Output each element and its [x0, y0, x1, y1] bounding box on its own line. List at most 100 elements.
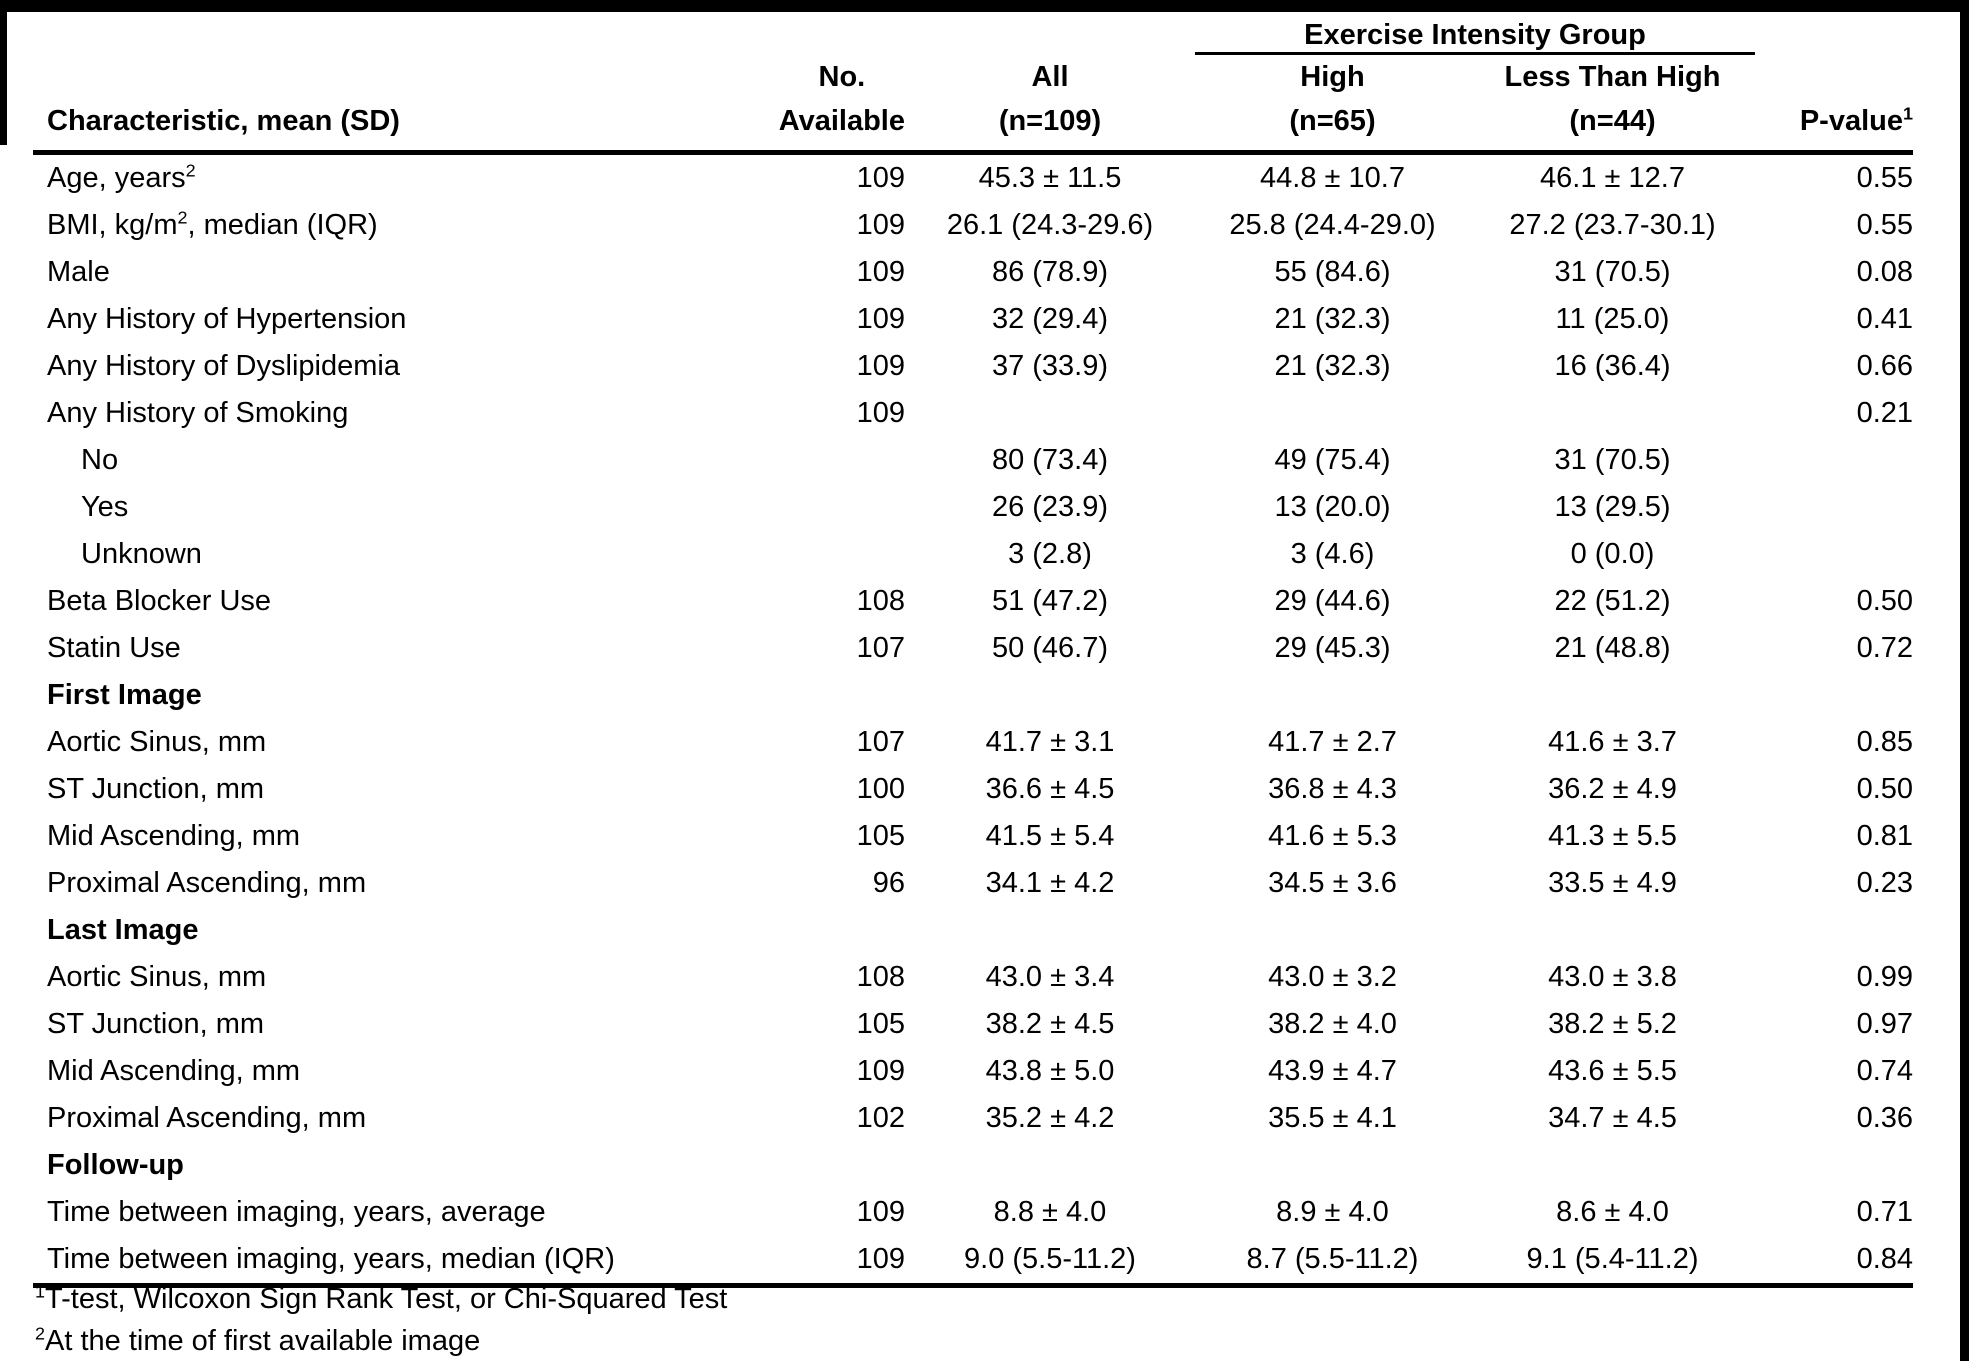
cell-characteristic: Any History of Dyslipidemia: [47, 350, 400, 382]
col-header-less-than-high-label: Less Than High (n=44): [1504, 61, 1721, 137]
table-row: Mid Ascending, mm 109 43.8 ± 5.0 43.9 ± 4.7…: [33, 1048, 1913, 1095]
cell-less-than-high: 31 (70.5): [1554, 444, 1671, 476]
cell-characteristic: Beta Blocker Use: [47, 585, 272, 617]
cell-less-than-high: 22 (51.2): [1554, 585, 1671, 617]
group-header-row: Exercise Intensity Group: [33, 12, 1913, 55]
table-row: Any History of Hypertension 109 32 (29.4) 2…: [33, 296, 1913, 343]
cell-less-than-high: 33.5 ± 4.9: [1548, 867, 1677, 899]
cell-all: 86 (78.9): [991, 256, 1109, 288]
cell-less-than-high: 41.6 ± 3.7: [1548, 726, 1677, 758]
cell-all: 32 (29.4): [991, 303, 1109, 335]
cell-no-available: 109: [856, 350, 905, 382]
cell-high: 43.0 ± 3.2: [1268, 961, 1397, 993]
table-section-row: Last Image: [33, 907, 1913, 954]
cell-p-value: [1755, 672, 1913, 719]
col-header-p-value: P-value1: [1755, 53, 1914, 155]
cell-p-value: [1755, 1142, 1913, 1189]
cell-p-value: 0.55: [1856, 209, 1914, 241]
cell-characteristic: Statin Use: [47, 632, 181, 664]
cell-high: 8.9 ± 4.0: [1276, 1196, 1389, 1228]
cell-all: 38.2 ± 4.5: [985, 1008, 1115, 1040]
table-row: ST Junction, mm 105 38.2 ± 4.5 38.2 ± 4.0 38…: [33, 1001, 1913, 1048]
table-row: Male 109 86 (78.9) 55 (84.6) 31 (70.5) 0.08: [33, 249, 1913, 296]
cell-high: [1195, 1142, 1470, 1189]
cell-less-than-high: 36.2 ± 4.9: [1548, 773, 1677, 805]
table-header: Exercise Intensity Group Characteristic,…: [33, 12, 1914, 155]
cell-characteristic: Male: [47, 256, 110, 288]
cell-less-than-high: 21 (48.8): [1554, 632, 1671, 664]
table-row: Aortic Sinus, mm 107 41.7 ± 3.1 41.7 ± 2.7 4…: [33, 719, 1913, 766]
cell-characteristic: First Image: [47, 679, 202, 711]
cell-p-value: 0.66: [1856, 350, 1914, 382]
cell-less-than-high: 43.0 ± 3.8: [1548, 961, 1677, 993]
cell-p-value: [1755, 437, 1913, 484]
cell-all: 8.8 ± 4.0: [993, 1196, 1107, 1228]
table-row: Time between imaging, years, average 109 8…: [33, 1189, 1913, 1236]
cell-less-than-high: 41.3 ± 5.5: [1548, 820, 1677, 852]
cell-no-available: 109: [856, 303, 905, 335]
cell-no-available: [715, 1142, 905, 1189]
table-row: Aortic Sinus, mm 108 43.0 ± 3.4 43.0 ± 3.2 4…: [33, 954, 1913, 1001]
cell-high: 29 (45.3): [1274, 632, 1391, 664]
cell-high: 34.5 ± 3.6: [1268, 867, 1397, 899]
cell-characteristic: Yes: [81, 491, 129, 523]
cell-all: 3 (2.8): [1008, 538, 1092, 570]
cell-all: [905, 1142, 1195, 1189]
cell-no-available: [715, 531, 905, 578]
cell-p-value: 0.84: [1755, 1236, 1914, 1288]
col-header-high: High (n=65): [1195, 53, 1470, 155]
cell-high: 44.8 ± 10.7: [1260, 162, 1405, 194]
table-row: Yes 26 (23.9) 13 (20.0) 13 (29.5): [33, 484, 1913, 531]
cell-all: 36.6 ± 4.5: [985, 773, 1115, 805]
cell-p-value: 0.21: [1856, 397, 1914, 429]
cell-high: 43.9 ± 4.7: [1268, 1055, 1397, 1087]
cell-characteristic: BMI, kg/m2, median (IQR): [47, 207, 378, 241]
group-header-spacer-right: [1755, 12, 1913, 54]
table-row: Time between imaging, years, median (IQR…: [33, 1236, 1914, 1288]
table-section-row: Follow-up: [33, 1142, 1913, 1189]
cell-p-value: 0.85: [1856, 726, 1914, 758]
cell-no-available: 109: [856, 397, 905, 429]
group-header-spacer-left: [33, 12, 1195, 54]
cell-no-available: [715, 672, 905, 719]
col-header-all: All (n=109): [905, 53, 1195, 155]
cell-less-than-high: [1470, 672, 1755, 719]
cell-no-available: 109: [856, 209, 905, 241]
cell-high: [1195, 672, 1470, 719]
cell-all: 26 (23.9): [991, 491, 1109, 523]
cell-characteristic: Time between imaging, years, average: [47, 1196, 546, 1228]
cell-characteristic: Any History of Smoking: [47, 397, 349, 429]
cell-all: 50 (46.7): [991, 632, 1109, 664]
cell-no-available: 102: [856, 1102, 905, 1134]
cell-all: 41.7 ± 3.1: [985, 726, 1115, 758]
cell-less-than-high: 43.6 ± 5.5: [1548, 1055, 1677, 1087]
table-row: ST Junction, mm 100 36.6 ± 4.5 36.8 ± 4.3 36…: [33, 766, 1913, 813]
table-section-row: First Image: [33, 672, 1913, 719]
cell-all: 43.0 ± 3.4: [985, 961, 1115, 993]
cell-characteristic: Time between imaging, years, median (IQR…: [33, 1236, 715, 1288]
cell-no-available: 96: [872, 867, 905, 899]
cell-characteristic: Any History of Hypertension: [47, 303, 407, 335]
cell-high: 3 (4.6): [1290, 538, 1375, 570]
cell-all: [905, 390, 1195, 437]
cell-high: 41.6 ± 5.3: [1268, 820, 1397, 852]
cell-less-than-high: 13 (29.5): [1554, 491, 1671, 523]
cell-no-available: 109: [856, 256, 905, 288]
cell-no-available: 107: [856, 632, 905, 664]
group-header-label: Exercise Intensity Group: [1304, 19, 1646, 51]
cell-high: 8.7 (5.5-11.2): [1195, 1236, 1470, 1288]
cell-high: 29 (44.6): [1274, 585, 1391, 617]
cell-less-than-high: 9.1 (5.4-11.2): [1470, 1236, 1756, 1288]
cell-less-than-high: [1470, 390, 1755, 437]
cell-p-value: [1755, 907, 1913, 954]
table-row: No 80 (73.4) 49 (75.4) 31 (70.5): [33, 437, 1913, 484]
cell-all: [905, 907, 1195, 954]
cell-high: 38.2 ± 4.0: [1268, 1008, 1397, 1040]
cell-high: 36.8 ± 4.3: [1268, 773, 1397, 805]
cell-p-value: 0.71: [1856, 1196, 1914, 1228]
table-row: Any History of Smoking 109 0.21: [33, 390, 1913, 437]
cell-no-available: 109: [856, 162, 905, 194]
characteristics-table: Exercise Intensity Group Characteristic,…: [33, 12, 1914, 1288]
cell-p-value: 0.72: [1856, 632, 1914, 664]
table-row: Statin Use 107 50 (46.7) 29 (45.3) 21 (48.8)…: [33, 625, 1913, 672]
